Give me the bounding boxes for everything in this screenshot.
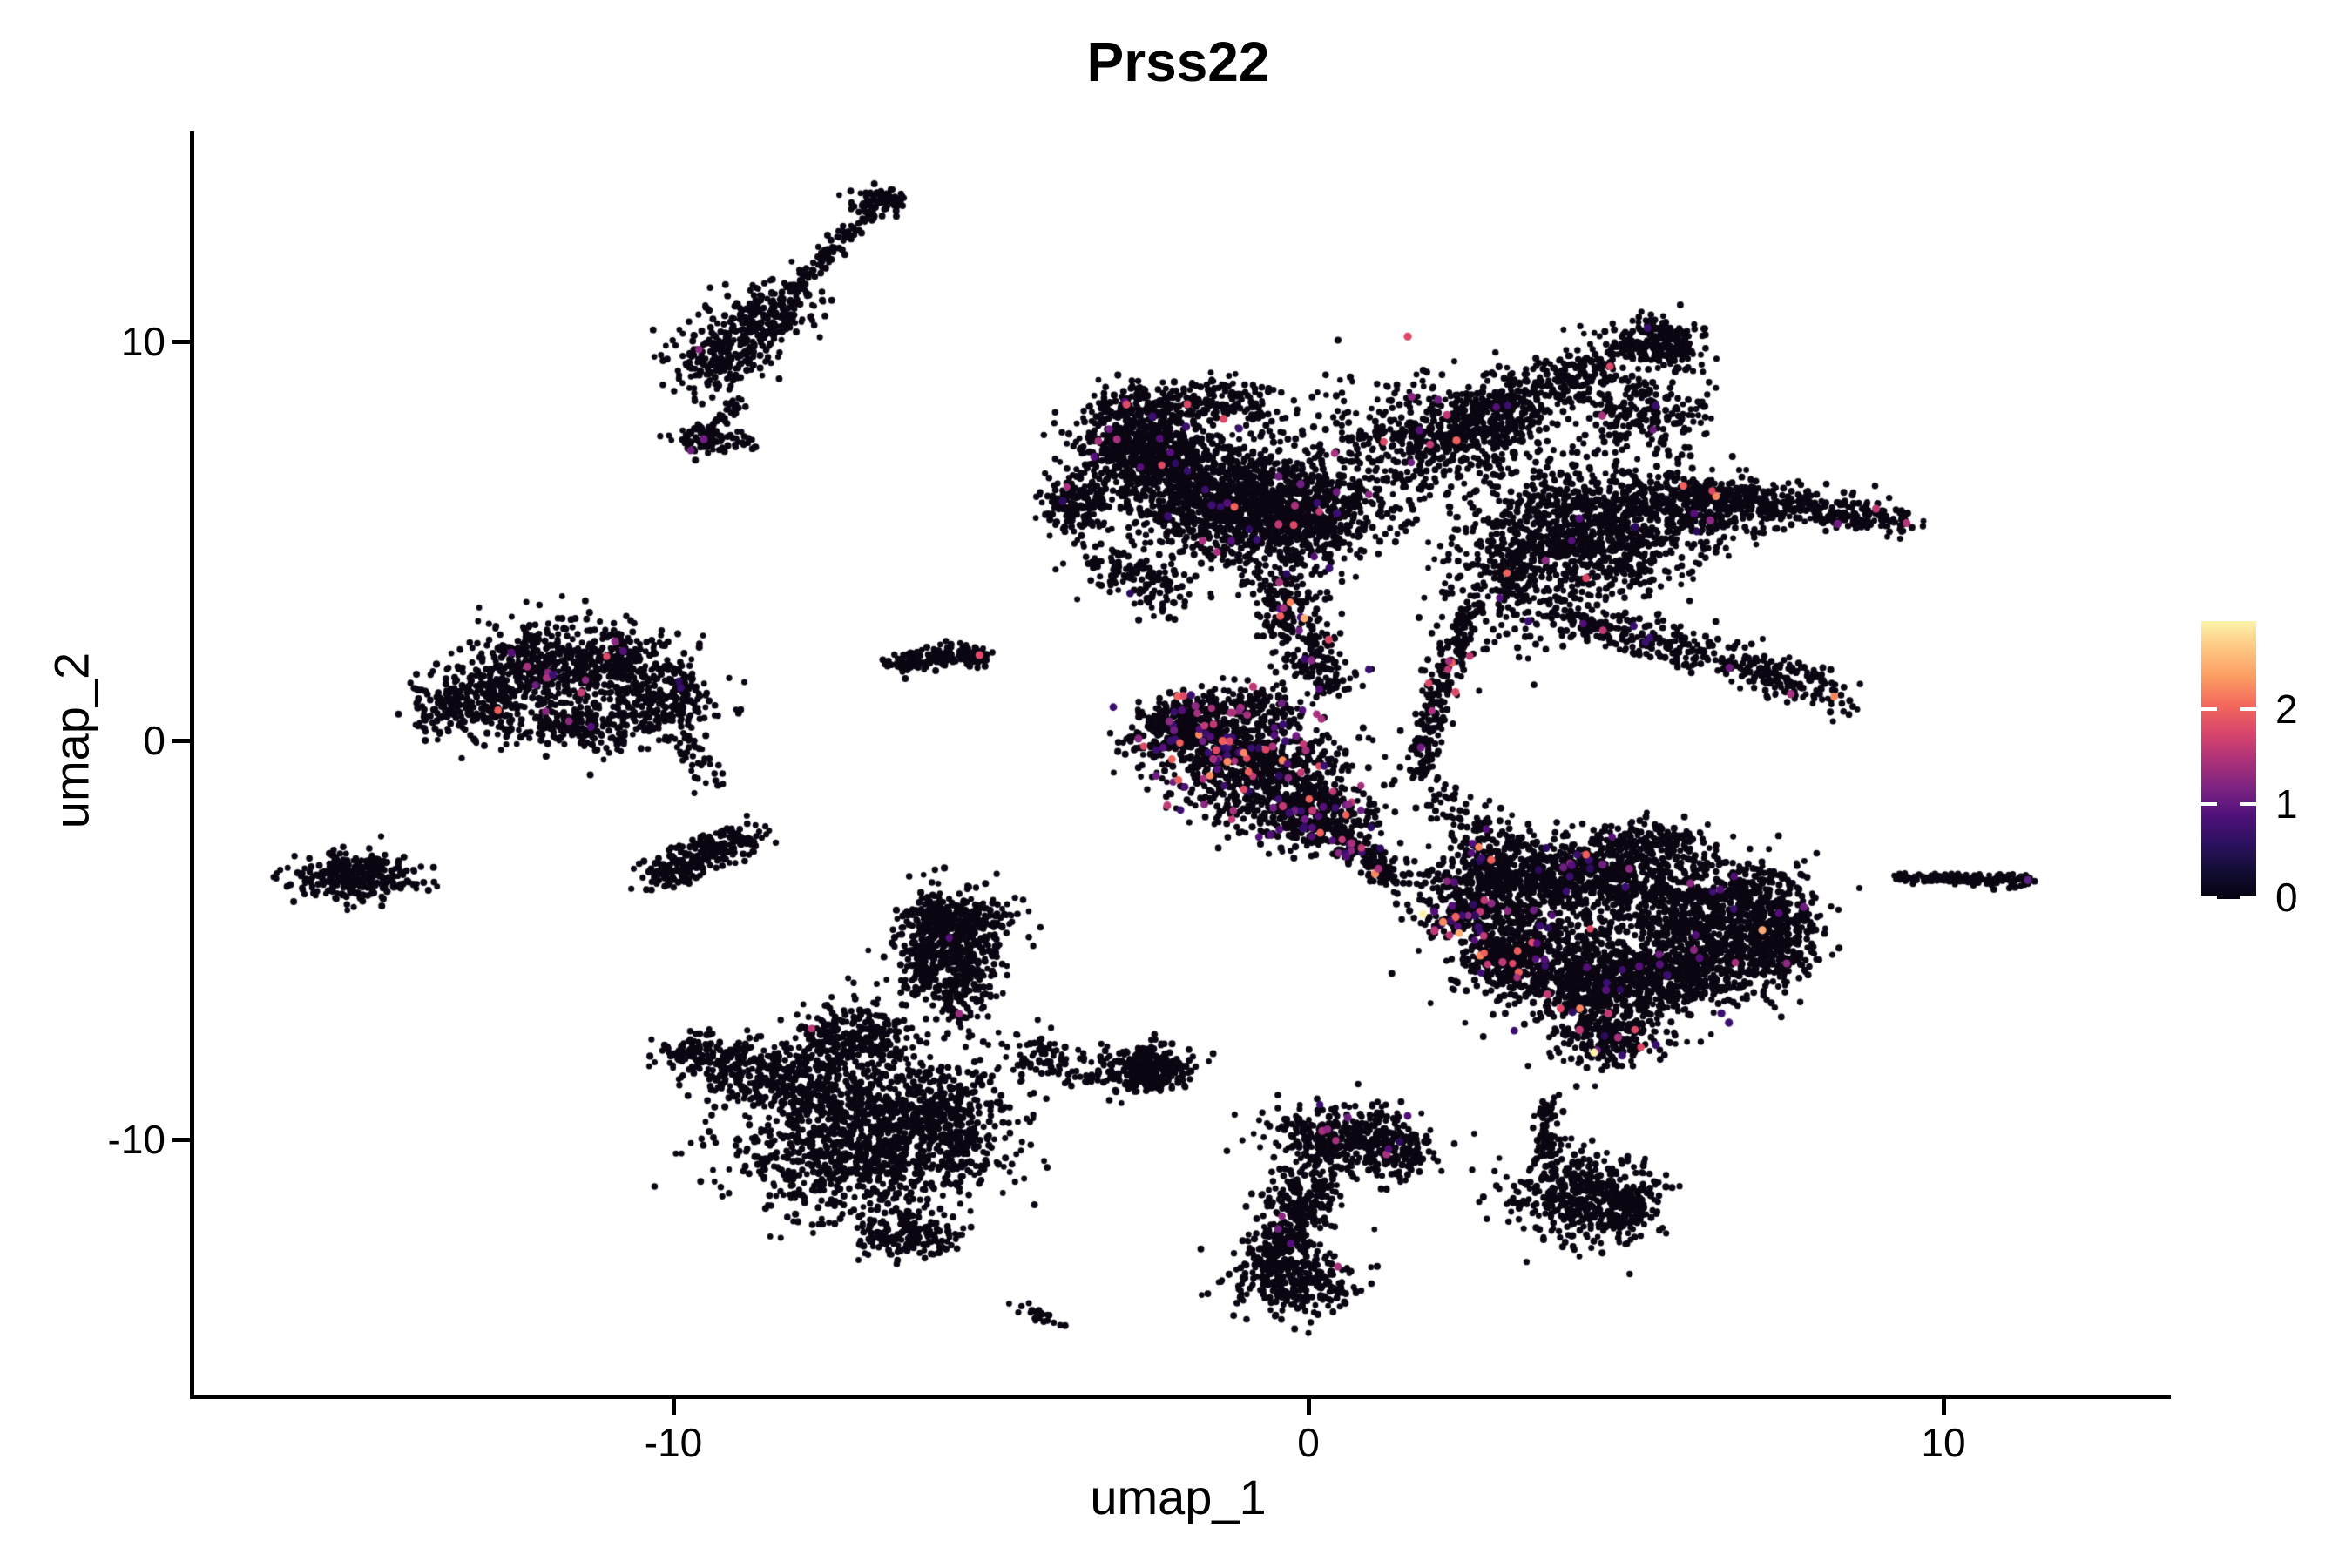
colorbar-tick-label: 2 [2275,686,2298,733]
x-axis-line [190,1395,2171,1399]
x-tick-label: 10 [1921,1420,1966,1465]
x-tick-mark [1307,1399,1311,1415]
colorbar-gradient [2201,621,2256,899]
x-tick-label: 0 [1297,1420,1320,1465]
y-tick-label: 0 [143,718,166,763]
y-axis-line [190,131,194,1399]
y-tick-mark [172,1138,190,1142]
x-tick-mark [1942,1399,1946,1415]
y-tick-mark [172,340,190,344]
y-tick-mark [172,739,190,743]
colorbar-tick-label: 1 [2275,781,2298,828]
colorbar-tick-notch [2201,707,2217,712]
colorbar-tick-notch [2240,707,2256,712]
colorbar-tick-notch [2201,802,2217,807]
colorbar-tick-notch [2201,896,2217,900]
colorbar-tick-label: 0 [2275,875,2298,921]
colorbar-tick-notch [2240,802,2256,807]
colorbar-tick-notch [2240,896,2256,900]
x-tick-label: -10 [644,1420,703,1465]
x-axis-title: umap_1 [1090,1470,1267,1524]
y-tick-label: 10 [120,319,166,364]
plot-title: Prss22 [1086,30,1270,93]
y-axis-title: umap_2 [44,652,99,829]
y-tick-label: -10 [107,1117,166,1162]
x-tick-mark [672,1399,676,1415]
